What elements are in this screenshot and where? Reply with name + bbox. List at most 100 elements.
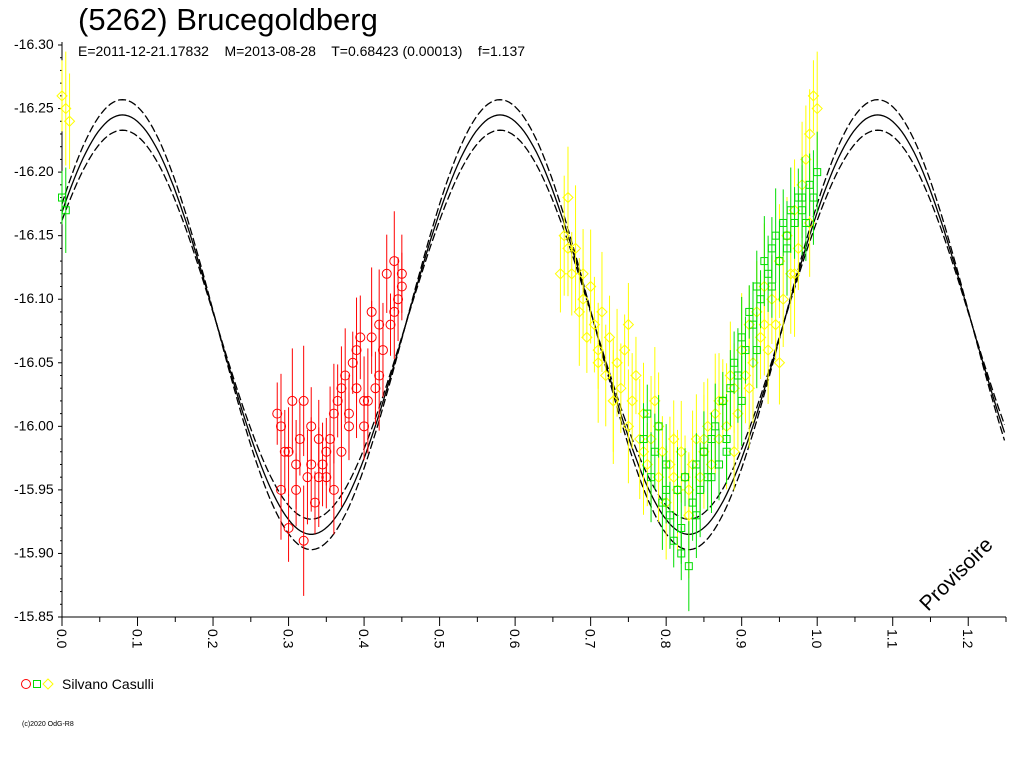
model-curve-upper	[61, 99, 1006, 551]
circle-point	[366, 332, 377, 343]
legend-circle-marker	[21, 679, 31, 689]
x-tick-label: 0.3	[281, 629, 297, 649]
square-point	[715, 460, 724, 469]
square-point	[681, 473, 690, 482]
x-tick-label: 0.0	[54, 629, 70, 649]
square-point	[767, 282, 776, 291]
model-curves	[61, 99, 1006, 551]
x-tick-label: 0.4	[356, 629, 372, 649]
circle-point	[298, 535, 309, 546]
circle-point	[351, 345, 362, 356]
circle-point	[362, 395, 373, 406]
circle-point	[336, 446, 347, 457]
legend-label: Silvano Casulli	[62, 676, 154, 692]
y-tick-label: -16.05	[14, 354, 54, 370]
diamond-point	[811, 102, 823, 115]
circle-point	[328, 408, 339, 419]
diamond-point	[615, 382, 627, 394]
diamond-point	[603, 331, 616, 344]
square-point	[722, 447, 731, 456]
legend-diamond-marker	[42, 678, 54, 690]
copyright-text: (c)2020 OdG-R8	[22, 721, 74, 728]
circle-point	[389, 306, 400, 317]
diamond-point	[788, 268, 801, 280]
circle-point	[359, 395, 370, 406]
x-tick-label: 0.1	[130, 629, 146, 649]
circle-point	[370, 383, 381, 394]
model-curve-mean	[61, 114, 1006, 535]
circle-point	[309, 497, 320, 508]
provisoire-annotation: Provisoire	[915, 533, 997, 615]
x-tick-label: 0.2	[205, 629, 221, 649]
diamond-point	[728, 446, 740, 458]
x-tick-label: 0.6	[507, 629, 523, 649]
diamond-point	[630, 369, 642, 382]
square-point	[707, 473, 716, 482]
x-tick-label: 0.9	[734, 629, 750, 649]
circle-point	[347, 357, 358, 368]
square-point	[673, 485, 682, 494]
chart-subtitle: E=2011-12-21.17832 M=2013-08-28 T=0.6842…	[78, 43, 526, 59]
circle-point	[279, 446, 290, 457]
circle-point	[393, 294, 404, 305]
circle-point	[276, 421, 287, 432]
circle-point	[385, 319, 396, 330]
y-tick-label: -16.25	[14, 100, 54, 116]
y-tick-label: -16.15	[14, 227, 54, 243]
diamond-point	[569, 242, 582, 255]
chart-title: (5262) Brucegoldberg	[78, 2, 378, 37]
diamond-point	[577, 293, 589, 305]
y-tick-label: -16.00	[14, 417, 54, 433]
circle-point	[328, 484, 339, 495]
square-point	[669, 536, 678, 545]
square-point	[643, 409, 652, 418]
circle-point	[276, 484, 287, 495]
circle-point	[298, 395, 309, 406]
square-point	[775, 257, 784, 266]
y-tick-label: -16.10	[14, 290, 54, 306]
circle-point	[340, 370, 351, 381]
y-tick-label: -16.30	[14, 36, 54, 52]
square-point	[798, 193, 807, 202]
circle-point	[325, 434, 336, 445]
square-point	[692, 511, 701, 520]
circle-point	[317, 459, 328, 470]
circle-point	[306, 459, 317, 470]
circle-point	[294, 434, 305, 445]
diamond-point	[743, 382, 755, 394]
circle-point	[343, 421, 354, 432]
chart-axes: -16.30 -16.25 -16.20 -16.15 -16.10 -16.05 -16.…	[14, 36, 1007, 649]
circle-point	[283, 446, 294, 457]
square-point	[654, 422, 663, 431]
circle-point	[332, 395, 343, 406]
square-point	[684, 562, 693, 571]
diamond-point	[63, 115, 76, 127]
square-series	[58, 131, 822, 612]
circle-point	[313, 434, 324, 445]
y-tick-label: -15.90	[14, 544, 54, 560]
circle-point	[355, 332, 366, 343]
circle-point	[291, 484, 302, 495]
diamond-point	[562, 242, 574, 255]
chart-legend: Silvano Casulli	[20, 675, 154, 693]
circle-point	[283, 523, 294, 534]
circle-point	[272, 408, 283, 419]
circle-point	[321, 472, 332, 483]
diamond-point	[773, 357, 786, 369]
y-tick-label: -15.95	[14, 481, 54, 497]
square-point	[677, 549, 686, 558]
square-point	[662, 485, 671, 494]
square-point	[741, 346, 750, 355]
square-point	[61, 206, 70, 215]
diamond-point	[622, 318, 635, 331]
circle-point	[374, 370, 385, 381]
square-point	[737, 396, 746, 405]
square-point	[813, 168, 822, 177]
diamond-point	[607, 395, 620, 407]
x-tick-label: 1.0	[809, 629, 825, 649]
x-tick-label: 0.8	[658, 629, 674, 649]
data-points	[56, 51, 823, 612]
circle-series	[272, 211, 407, 596]
x-tick-label: 0.5	[432, 629, 448, 649]
